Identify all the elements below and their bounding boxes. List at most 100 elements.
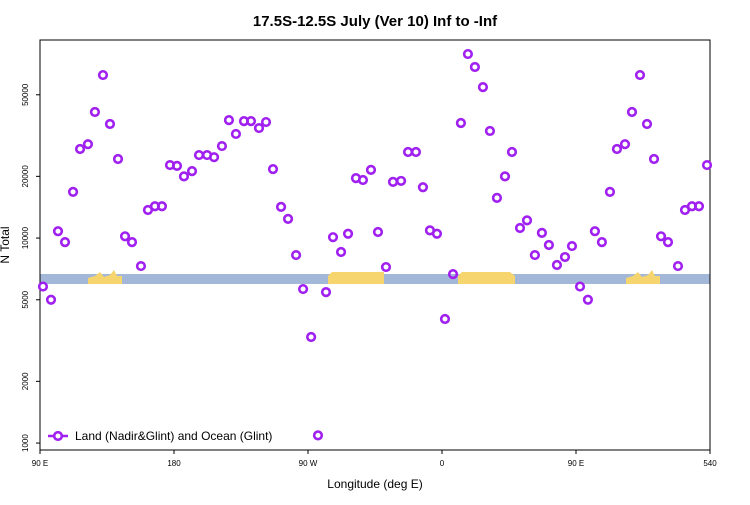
data-point [589,226,601,237]
chart-title: 17.5S-12.5S July (Ver 10) Inf to -Inf [253,13,498,30]
data-point [126,237,138,248]
data-point [395,175,407,187]
y-tick-label: 10000 [21,226,30,249]
data-point [119,231,131,242]
data-point [171,160,183,171]
x-tick-label: 90 E [568,459,584,468]
data-point [59,237,71,248]
data-point [672,260,684,272]
data-point [97,69,109,81]
data-point [447,269,459,280]
land-band [328,272,384,284]
data-point [439,313,451,325]
y-tick-label: 1000 [21,434,30,452]
data-point [701,159,713,171]
data-point [662,237,674,248]
y-axis-label: N Total [0,226,12,263]
data-point [477,81,489,93]
data-point [641,118,653,130]
data-point [611,143,623,155]
data-point [469,61,481,73]
data-point [462,48,474,60]
data-point [320,286,332,298]
data-point [626,106,638,118]
data-point [582,294,594,305]
data-point [282,213,294,225]
data-point [648,153,660,165]
data-point [156,201,168,212]
data-point [230,128,242,140]
data-point [380,261,392,273]
data-point [529,249,541,261]
data-point [223,115,235,126]
data-point [178,171,190,182]
data-point [104,118,116,130]
land-band [458,272,515,284]
data-point [484,125,496,137]
data-point [619,139,631,150]
data-point [245,115,257,127]
data-point [335,246,347,258]
data-point [655,231,667,242]
x-tick-label: 90 W [299,459,318,468]
data-point [297,283,309,295]
data-point [37,281,49,292]
data-point [186,166,198,177]
land-band [88,270,122,284]
y-tick-label: 50000 [21,83,30,106]
data-point [693,201,705,212]
data-point [604,186,616,197]
data-point [260,116,272,128]
data-point [499,171,511,182]
data-point [536,227,548,238]
legend-label: Land (Nadir&Glint) and Ocean (Glint) [75,429,272,443]
plot-frame [39,39,711,451]
data-point [275,201,287,212]
data-point [45,294,57,305]
data-point [208,152,220,163]
data-point [89,106,101,118]
x-tick-label: 540 [703,459,717,468]
data-point [306,331,317,343]
data-point [52,226,64,237]
data-point [559,251,571,263]
data-point [267,163,279,175]
data-point [216,140,228,152]
legend-marker [52,430,64,442]
data-point [634,69,646,81]
y-tick-label: 5000 [21,290,30,308]
data-point [596,237,608,248]
x-tick-label: 90 E [32,459,48,468]
data-point [327,232,339,243]
data-point [290,249,302,261]
x-tick-label: 0 [440,459,445,468]
data-point [431,228,443,239]
data-point [74,143,86,155]
data-point [574,281,586,292]
data-point [112,153,124,165]
x-tick-label: 180 [167,459,181,468]
y-tick-label: 20000 [21,165,30,188]
data-point [521,215,533,226]
data-point [551,259,563,271]
data-point [67,186,79,197]
x-axis-label: Longitude (deg E) [327,477,422,491]
data-point [135,260,147,272]
data-point [566,240,578,252]
data-point [253,122,265,134]
data-point [410,146,422,158]
data-point [342,228,354,239]
data-point [514,222,526,234]
data-point [455,117,467,129]
surface-band [40,270,710,284]
y-tick-label: 2000 [21,372,30,390]
data-point [82,139,94,150]
data-point [357,174,369,186]
data-point [491,192,503,203]
data-point [417,182,429,193]
land-band [626,270,660,284]
data-point [506,146,518,158]
data-point [312,430,324,441]
